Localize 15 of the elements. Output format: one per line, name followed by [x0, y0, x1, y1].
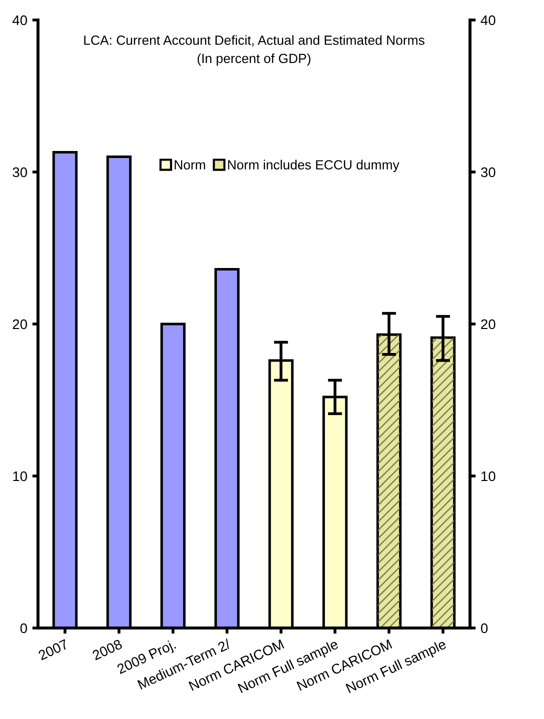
y-tick-label: 20	[12, 319, 28, 330]
y-tick-label: 0	[20, 623, 28, 634]
y-tick-label: 30	[12, 167, 28, 178]
y-tick-label: 10	[13, 471, 28, 482]
legend-label: Norm	[174, 160, 206, 170]
x-tick-label: 2007	[38, 639, 69, 660]
y2-tick-label: 40	[480, 15, 496, 26]
y2-tick-label: 0	[480, 623, 488, 634]
y2-tick-label: 20	[481, 319, 496, 330]
y2-tick-label: 10	[481, 471, 496, 482]
text: (In percent of GDP)	[198, 53, 310, 66]
y2-tick-label: 30	[480, 167, 496, 178]
legend-label: Norm includes ECCU dummy	[228, 160, 400, 172]
y-tick-label: 40	[12, 15, 28, 26]
text: LCA: Current Account Deficit, Actual and Estimated Norms	[84, 35, 424, 46]
